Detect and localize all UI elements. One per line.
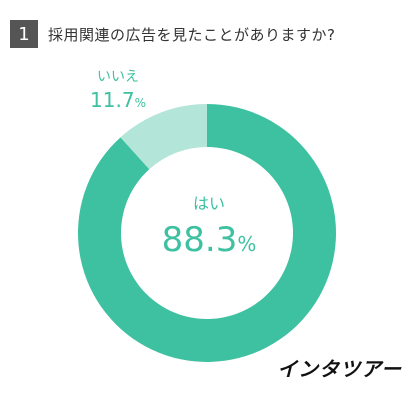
yes-value-number: 88.3 [161, 220, 238, 260]
slice-yes [77, 104, 336, 363]
question-text: 採用関連の広告を見たことがありますか? [48, 25, 336, 44]
question-header: 1 採用関連の広告を見たことがありますか? [10, 20, 335, 48]
yes-value-unit: % [237, 232, 257, 256]
intertour-logo: インタツアー [277, 357, 402, 381]
slice-no [120, 104, 207, 170]
yes-category-label: はい [192, 194, 225, 213]
no-category-label: いいえ [97, 69, 139, 85]
no-value-number: 11.7 [90, 88, 135, 112]
question-number: 1 [10, 20, 38, 48]
no-value-unit: % [134, 96, 146, 110]
no-value-label: 11.7% [88, 88, 148, 112]
yes-value-label: 88.3% [0, 220, 418, 260]
